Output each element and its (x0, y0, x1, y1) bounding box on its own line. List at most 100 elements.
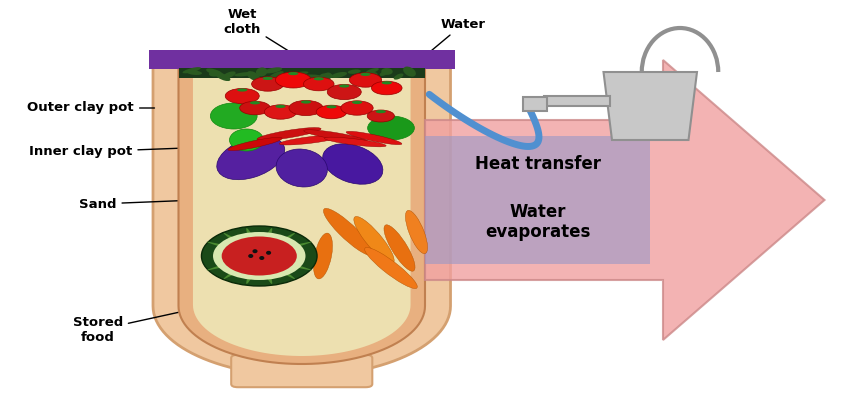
Ellipse shape (222, 236, 297, 276)
Ellipse shape (376, 110, 386, 113)
Ellipse shape (354, 216, 394, 264)
Ellipse shape (237, 88, 247, 92)
Ellipse shape (314, 77, 324, 80)
Ellipse shape (264, 105, 297, 119)
Ellipse shape (224, 233, 295, 279)
Ellipse shape (380, 70, 390, 76)
Ellipse shape (225, 88, 259, 104)
Ellipse shape (252, 249, 258, 253)
Text: Inner clay pot: Inner clay pot (29, 146, 183, 158)
Polygon shape (153, 52, 450, 376)
Ellipse shape (259, 256, 264, 260)
Ellipse shape (292, 71, 309, 76)
Ellipse shape (314, 233, 332, 279)
Ellipse shape (365, 248, 417, 288)
Polygon shape (604, 72, 697, 140)
Ellipse shape (366, 68, 379, 74)
Ellipse shape (246, 228, 272, 284)
Ellipse shape (367, 110, 394, 122)
Ellipse shape (323, 208, 374, 256)
Ellipse shape (275, 72, 311, 88)
Ellipse shape (266, 251, 271, 255)
Text: Stored
food: Stored food (72, 290, 278, 344)
Ellipse shape (303, 130, 368, 142)
Ellipse shape (405, 210, 428, 254)
Ellipse shape (367, 116, 414, 140)
Ellipse shape (360, 73, 371, 76)
Ellipse shape (346, 131, 402, 145)
Ellipse shape (209, 71, 221, 76)
Text: Outer clay pot: Outer clay pot (27, 102, 155, 114)
Ellipse shape (250, 101, 260, 104)
Ellipse shape (323, 144, 382, 184)
Ellipse shape (289, 100, 323, 116)
Text: Water: Water (428, 18, 485, 54)
Ellipse shape (325, 137, 386, 147)
Ellipse shape (207, 242, 312, 270)
Ellipse shape (246, 71, 260, 81)
Ellipse shape (349, 73, 382, 87)
Polygon shape (544, 96, 610, 106)
Ellipse shape (303, 77, 334, 91)
Polygon shape (193, 52, 411, 356)
Ellipse shape (301, 100, 311, 104)
Ellipse shape (382, 68, 393, 75)
Ellipse shape (403, 66, 416, 77)
Ellipse shape (264, 67, 282, 73)
Ellipse shape (207, 242, 312, 270)
Ellipse shape (240, 101, 270, 115)
Ellipse shape (276, 149, 327, 187)
Ellipse shape (257, 128, 321, 140)
Text: Heat transfer: Heat transfer (475, 155, 601, 173)
Ellipse shape (230, 129, 264, 151)
Polygon shape (178, 52, 425, 364)
Ellipse shape (235, 72, 254, 76)
Ellipse shape (217, 136, 285, 180)
Ellipse shape (280, 135, 341, 145)
Ellipse shape (246, 228, 272, 284)
Ellipse shape (327, 84, 361, 100)
Ellipse shape (201, 226, 317, 286)
Ellipse shape (358, 73, 377, 78)
Ellipse shape (213, 232, 305, 280)
Ellipse shape (248, 254, 253, 258)
FancyBboxPatch shape (425, 136, 650, 264)
Ellipse shape (186, 70, 202, 75)
Ellipse shape (382, 81, 392, 84)
Ellipse shape (223, 71, 235, 79)
Ellipse shape (252, 77, 284, 91)
Text: Sand: Sand (79, 198, 195, 210)
FancyBboxPatch shape (523, 97, 547, 111)
Ellipse shape (348, 70, 360, 74)
Ellipse shape (339, 84, 349, 88)
Ellipse shape (394, 74, 404, 80)
Ellipse shape (323, 72, 332, 80)
Ellipse shape (263, 77, 273, 80)
Ellipse shape (183, 67, 201, 73)
Polygon shape (425, 60, 824, 340)
Ellipse shape (288, 72, 298, 75)
Ellipse shape (359, 73, 370, 79)
Ellipse shape (269, 71, 284, 79)
Ellipse shape (224, 233, 295, 279)
Ellipse shape (228, 138, 282, 150)
FancyBboxPatch shape (178, 68, 425, 78)
Ellipse shape (301, 74, 322, 78)
Ellipse shape (326, 105, 337, 108)
Ellipse shape (275, 105, 286, 108)
Text: Wet
cloth: Wet cloth (224, 8, 299, 58)
FancyBboxPatch shape (149, 50, 455, 69)
Ellipse shape (331, 72, 347, 78)
Ellipse shape (316, 105, 347, 119)
Ellipse shape (206, 68, 223, 76)
Ellipse shape (367, 72, 377, 78)
Ellipse shape (211, 103, 257, 129)
FancyBboxPatch shape (231, 355, 372, 387)
Ellipse shape (256, 68, 268, 76)
Text: Water
evaporates: Water evaporates (485, 202, 591, 241)
Ellipse shape (215, 72, 230, 81)
Ellipse shape (341, 101, 373, 115)
Ellipse shape (352, 101, 362, 104)
Ellipse shape (371, 81, 402, 95)
Ellipse shape (384, 225, 415, 271)
